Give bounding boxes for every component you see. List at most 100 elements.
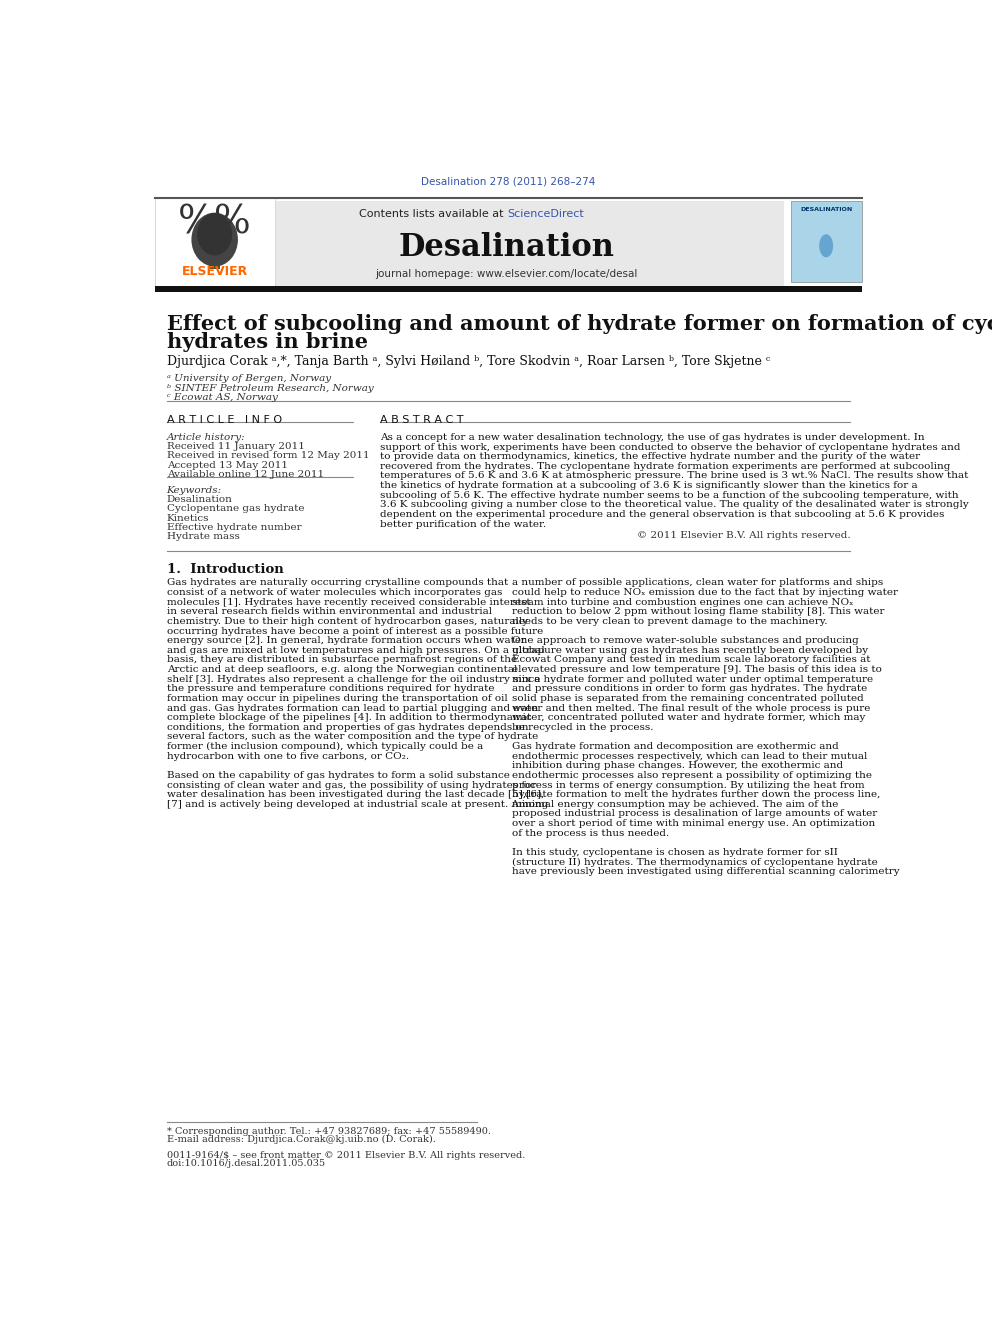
Text: Kinetics: Kinetics	[167, 513, 209, 523]
Text: dependent on the experimental procedure and the general observation is that subc: dependent on the experimental procedure …	[380, 509, 944, 519]
Text: Desalination: Desalination	[399, 232, 615, 263]
Text: Received in revised form 12 May 2011: Received in revised form 12 May 2011	[167, 451, 369, 460]
Text: and pressure conditions in order to form gas hydrates. The hydrate: and pressure conditions in order to form…	[512, 684, 867, 693]
Text: endothermic processes respectively, which can lead to their mutual: endothermic processes respectively, whic…	[512, 751, 867, 761]
Text: minimal energy consumption may be achieved. The aim of the: minimal energy consumption may be achiev…	[512, 800, 838, 808]
Text: to provide data on thermodynamics, kinetics, the effective hydrate number and th: to provide data on thermodynamics, kinet…	[380, 452, 920, 462]
Text: As a concept for a new water desalination technology, the use of gas hydrates is: As a concept for a new water desalinatio…	[380, 433, 925, 442]
Text: ᵃ University of Bergen, Norway: ᵃ University of Bergen, Norway	[167, 374, 330, 384]
Text: ᶜ Ecowat AS, Norway: ᶜ Ecowat AS, Norway	[167, 393, 278, 402]
Text: and gas are mixed at low temperatures and high pressures. On a global: and gas are mixed at low temperatures an…	[167, 646, 545, 655]
Text: hydrocarbon with one to five carbons, or CO₂.: hydrocarbon with one to five carbons, or…	[167, 751, 409, 761]
Text: water desalination has been investigated during the last decade [5],[6],: water desalination has been investigated…	[167, 790, 544, 799]
Text: Djurdjica Corak ᵃ,*, Tanja Barth ᵃ, Sylvi Høiland ᵇ, Tore Skodvin ᵃ, Roar Larsen: Djurdjica Corak ᵃ,*, Tanja Barth ᵃ, Sylv…	[167, 355, 770, 368]
Text: water and then melted. The final result of the whole process is pure: water and then melted. The final result …	[512, 704, 870, 713]
Text: proposed industrial process is desalination of large amounts of water: proposed industrial process is desalinat…	[512, 810, 877, 819]
Text: better purification of the water.: better purification of the water.	[380, 520, 546, 528]
Text: ultrapure water using gas hydrates has recently been developed by: ultrapure water using gas hydrates has r…	[512, 646, 868, 655]
Text: several factors, such as the water composition and the type of hydrate: several factors, such as the water compo…	[167, 733, 538, 741]
Text: ScienceDirect: ScienceDirect	[507, 209, 583, 218]
Text: 3.6 K subcooling giving a number close to the theoretical value. The quality of : 3.6 K subcooling giving a number close t…	[380, 500, 968, 509]
Text: needs to be very clean to prevent damage to the machinery.: needs to be very clean to prevent damage…	[512, 617, 827, 626]
Text: Arctic and at deep seafloors, e.g. along the Norwegian continental: Arctic and at deep seafloors, e.g. along…	[167, 665, 517, 673]
Text: A B S T R A C T: A B S T R A C T	[380, 415, 463, 425]
Text: Article history:: Article history:	[167, 433, 245, 442]
Text: conditions, the formation and properties of gas hydrates depends on: conditions, the formation and properties…	[167, 722, 528, 732]
Ellipse shape	[819, 234, 833, 257]
Text: formation may occur in pipelines during the transportation of oil: formation may occur in pipelines during …	[167, 693, 507, 703]
Text: Based on the capability of gas hydrates to form a solid substance: Based on the capability of gas hydrates …	[167, 771, 510, 781]
Text: Gas hydrate formation and decomposition are exothermic and: Gas hydrate formation and decomposition …	[512, 742, 838, 751]
Text: of the process is thus needed.: of the process is thus needed.	[512, 828, 669, 837]
Text: (structure II) hydrates. The thermodynamics of cyclopentane hydrate: (structure II) hydrates. The thermodynam…	[512, 857, 877, 867]
Text: support of this work, experiments have been conducted to observe the behavior of: support of this work, experiments have b…	[380, 442, 960, 451]
Text: chemistry. Due to their high content of hydrocarbon gases, naturally: chemistry. Due to their high content of …	[167, 617, 528, 626]
Text: occurring hydrates have become a point of interest as a possible future: occurring hydrates have become a point o…	[167, 627, 543, 635]
Text: steam into turbine and combustion engines one can achieve NOₓ: steam into turbine and combustion engine…	[512, 598, 853, 607]
Text: recovered from the hydrates. The cyclopentane hydrate formation experiments are : recovered from the hydrates. The cyclope…	[380, 462, 950, 471]
Bar	[209, 263, 220, 269]
Text: mix a hydrate former and polluted water under optimal temperature: mix a hydrate former and polluted water …	[512, 675, 873, 684]
Text: journal homepage: www.elsevier.com/locate/desal: journal homepage: www.elsevier.com/locat…	[376, 269, 638, 279]
FancyBboxPatch shape	[155, 198, 275, 286]
Text: Hydrate mass: Hydrate mass	[167, 532, 239, 541]
Text: Effect of subcooling and amount of hydrate former on formation of cyclopentane: Effect of subcooling and amount of hydra…	[167, 314, 992, 333]
Text: Accepted 13 May 2011: Accepted 13 May 2011	[167, 460, 288, 470]
Text: In this study, cyclopentane is chosen as hydrate former for sII: In this study, cyclopentane is chosen as…	[512, 848, 837, 857]
Text: be recycled in the process.: be recycled in the process.	[512, 722, 653, 732]
Text: process in terms of energy consumption. By utilizing the heat from: process in terms of energy consumption. …	[512, 781, 864, 790]
Text: could help to reduce NOₓ emission due to the fact that by injecting water: could help to reduce NOₓ emission due to…	[512, 587, 898, 597]
FancyBboxPatch shape	[791, 201, 862, 282]
Text: over a short period of time with minimal energy use. An optimization: over a short period of time with minimal…	[512, 819, 875, 828]
Text: Keywords:: Keywords:	[167, 486, 222, 495]
Text: the pressure and temperature conditions required for hydrate: the pressure and temperature conditions …	[167, 684, 494, 693]
Text: consisting of clean water and gas, the possibility of using hydrates for: consisting of clean water and gas, the p…	[167, 781, 536, 790]
Text: A R T I C L E   I N F O: A R T I C L E I N F O	[167, 415, 282, 425]
Ellipse shape	[191, 213, 238, 266]
Text: Gas hydrates are naturally occurring crystalline compounds that: Gas hydrates are naturally occurring cry…	[167, 578, 508, 587]
Text: molecules [1]. Hydrates have recently received considerable interest: molecules [1]. Hydrates have recently re…	[167, 598, 531, 607]
Text: solid phase is separated from the remaining concentrated polluted: solid phase is separated from the remain…	[512, 693, 863, 703]
Text: Received 11 January 2011: Received 11 January 2011	[167, 442, 305, 451]
Text: inhibition during phase changes. However, the exothermic and: inhibition during phase changes. However…	[512, 761, 842, 770]
Ellipse shape	[197, 213, 232, 255]
Text: a number of possible applications, clean water for platforms and ships: a number of possible applications, clean…	[512, 578, 883, 587]
Text: energy source [2]. In general, hydrate formation occurs when water: energy source [2]. In general, hydrate f…	[167, 636, 526, 646]
Text: Contents lists available at: Contents lists available at	[359, 209, 507, 218]
Text: hydrates in brine: hydrates in brine	[167, 332, 368, 352]
Text: Ecowat Company and tested in medium scale laboratory facilities at: Ecowat Company and tested in medium scal…	[512, 655, 870, 664]
Text: shelf [3]. Hydrates also represent a challenge for the oil industry since: shelf [3]. Hydrates also represent a cha…	[167, 675, 540, 684]
FancyBboxPatch shape	[155, 286, 862, 292]
Text: in several research fields within environmental and industrial: in several research fields within enviro…	[167, 607, 492, 617]
Text: E-mail address: Djurdjica.Corak@kj.uib.no (D. Corak).: E-mail address: Djurdjica.Corak@kj.uib.n…	[167, 1135, 435, 1144]
Text: reduction to below 2 ppm without losing flame stability [8]. This water: reduction to below 2 ppm without losing …	[512, 607, 884, 617]
Text: hydrate formation to melt the hydrates further down the process line,: hydrate formation to melt the hydrates f…	[512, 790, 880, 799]
Text: doi:10.1016/j.desal.2011.05.035: doi:10.1016/j.desal.2011.05.035	[167, 1159, 325, 1168]
Text: [7] and is actively being developed at industrial scale at present. Among: [7] and is actively being developed at i…	[167, 800, 548, 808]
Text: temperatures of 5.6 K and 3.6 K at atmospheric pressure. The brine used is 3 wt.: temperatures of 5.6 K and 3.6 K at atmos…	[380, 471, 968, 480]
Text: Desalination 278 (2011) 268–274: Desalination 278 (2011) 268–274	[422, 176, 595, 187]
Text: Desalination: Desalination	[167, 495, 232, 504]
Text: elevated pressure and low temperature [9]. The basis of this idea is to: elevated pressure and low temperature [9…	[512, 665, 881, 673]
Text: 1.  Introduction: 1. Introduction	[167, 564, 284, 576]
Text: basis, they are distributed in subsurface permafrost regions of the: basis, they are distributed in subsurfac…	[167, 655, 517, 664]
Text: 0011-9164/$ – see front matter © 2011 Elsevier B.V. All rights reserved.: 0011-9164/$ – see front matter © 2011 El…	[167, 1151, 525, 1159]
Text: One approach to remove water-soluble substances and producing: One approach to remove water-soluble sub…	[512, 636, 858, 646]
Text: * Corresponding author. Tel.: +47 93827689; fax: +47 55589490.: * Corresponding author. Tel.: +47 938276…	[167, 1127, 491, 1135]
Text: water, concentrated polluted water and hydrate former, which may: water, concentrated polluted water and h…	[512, 713, 865, 722]
Text: have previously been investigated using differential scanning calorimetry: have previously been investigated using …	[512, 867, 899, 876]
Text: consist of a network of water molecules which incorporates gas: consist of a network of water molecules …	[167, 587, 502, 597]
Text: Cyclopentane gas hydrate: Cyclopentane gas hydrate	[167, 504, 305, 513]
Text: subcooling of 5.6 K. The effective hydrate number seems to be a function of the : subcooling of 5.6 K. The effective hydra…	[380, 491, 958, 500]
Text: endothermic processes also represent a possibility of optimizing the: endothermic processes also represent a p…	[512, 771, 872, 781]
Text: %%: %%	[178, 204, 252, 241]
Text: former (the inclusion compound), which typically could be a: former (the inclusion compound), which t…	[167, 742, 483, 751]
Text: ᵇ SINTEF Petroleum Research, Norway: ᵇ SINTEF Petroleum Research, Norway	[167, 384, 373, 393]
Text: ELSEVIER: ELSEVIER	[182, 265, 248, 278]
Text: © 2011 Elsevier B.V. All rights reserved.: © 2011 Elsevier B.V. All rights reserved…	[637, 532, 850, 540]
Text: and gas. Gas hydrates formation can lead to partial plugging and even: and gas. Gas hydrates formation can lead…	[167, 704, 538, 713]
Text: Effective hydrate number: Effective hydrate number	[167, 523, 302, 532]
Text: DESALINATION: DESALINATION	[800, 208, 852, 212]
Text: the kinetics of hydrate formation at a subcooling of 3.6 K is significantly slow: the kinetics of hydrate formation at a s…	[380, 482, 918, 490]
FancyBboxPatch shape	[155, 201, 785, 286]
